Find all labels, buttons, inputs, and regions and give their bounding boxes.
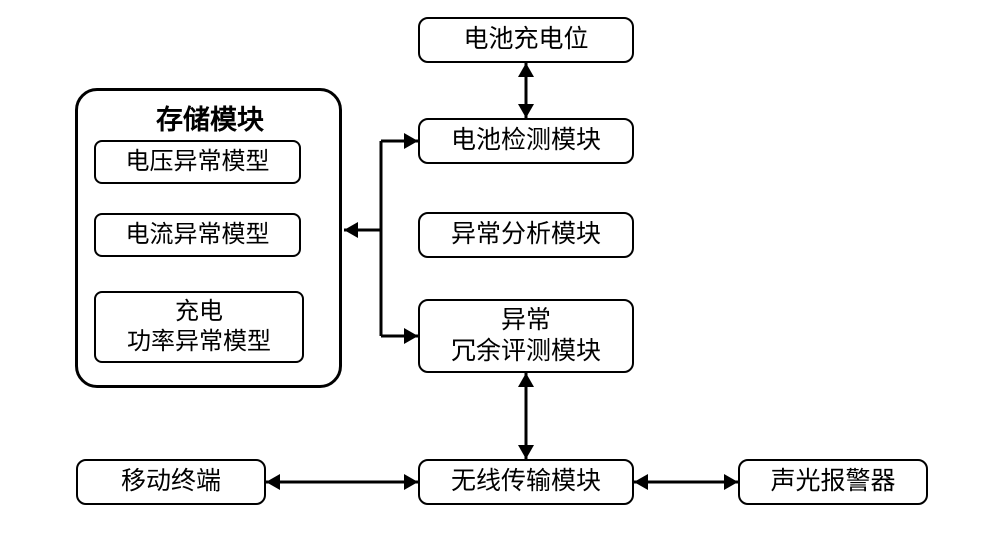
label: 无线传输模块: [451, 466, 601, 497]
node-wireless-module: 无线传输模块: [418, 459, 634, 505]
label: 移动终端: [121, 466, 221, 497]
node-battery-charge-position: 电池充电位: [418, 17, 634, 63]
diagram-canvas: 电池充电位 电池检测模块 异常分析模块 异常冗余评测模块 无线传输模块 移动终端…: [0, 0, 1000, 542]
label: 电池检测模块: [451, 125, 601, 156]
label: 电池充电位: [463, 24, 588, 55]
node-mobile-terminal: 移动终端: [76, 459, 266, 505]
node-anomaly-redundancy-module: 异常冗余评测模块: [418, 299, 634, 373]
label: 异常分析模块: [451, 219, 601, 250]
node-current-anomaly-model: 电流异常模型: [94, 213, 301, 257]
node-battery-detect-module: 电池检测模块: [418, 118, 634, 164]
node-voltage-anomaly-model: 电压异常模型: [94, 140, 301, 184]
label: 电流异常模型: [126, 220, 270, 250]
label: 电压异常模型: [126, 147, 270, 177]
node-anomaly-analysis-module: 异常分析模块: [418, 212, 634, 258]
label: 异常冗余评测模块: [451, 305, 601, 368]
storage-module-title: 存储模块: [120, 98, 300, 137]
label: 存储模块: [156, 105, 264, 135]
node-alarm: 声光报警器: [738, 459, 928, 505]
node-power-anomaly-model: 充电功率异常模型: [94, 291, 304, 363]
label: 充电功率异常模型: [127, 297, 271, 357]
label: 声光报警器: [770, 466, 895, 497]
